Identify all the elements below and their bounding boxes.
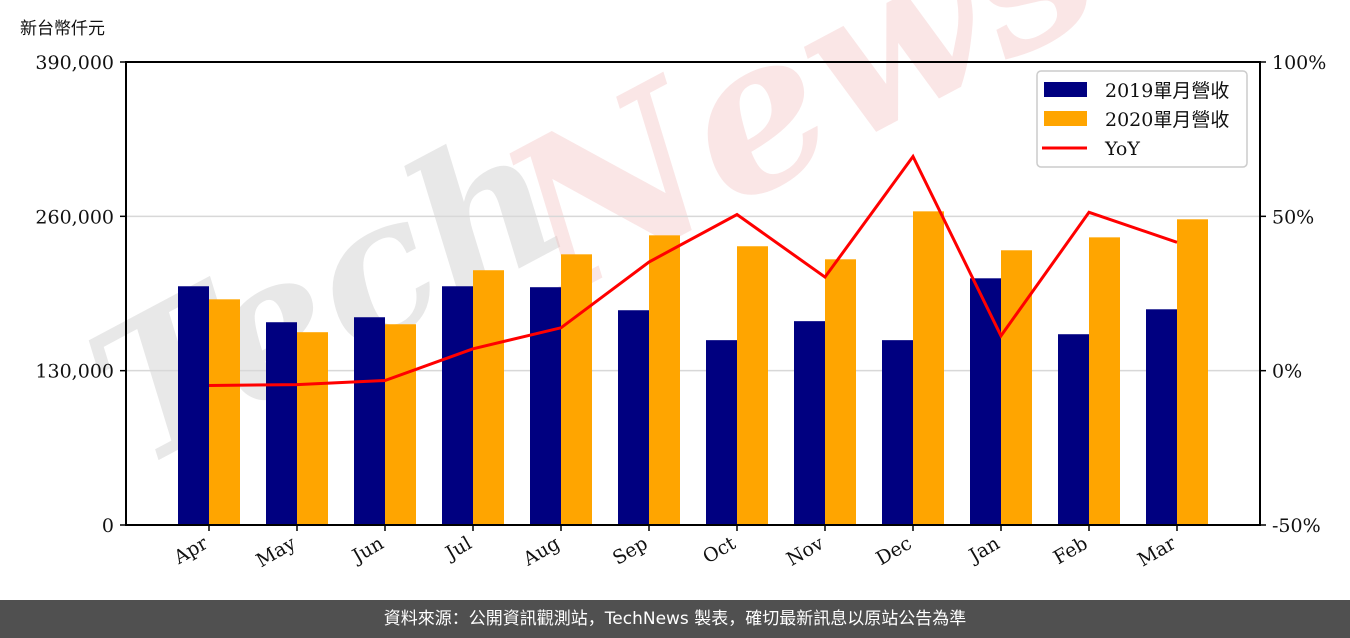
x-tick-label: Dec <box>872 532 915 570</box>
y2-tick-label: 0% <box>1272 361 1302 383</box>
y-tick-label: 260,000 <box>35 206 114 228</box>
y2-tick-label: 50% <box>1272 206 1314 228</box>
bar-2020 <box>473 270 504 525</box>
bar-2020 <box>561 254 592 526</box>
bar-2020 <box>1001 250 1032 525</box>
y2-tick-label: 100% <box>1272 52 1326 74</box>
yoy-polyline <box>208 153 1178 387</box>
y-tick-label: 130,000 <box>35 361 114 383</box>
bar-2019 <box>794 321 825 525</box>
y-tick-label: 0 <box>102 515 114 537</box>
x-tick-label: May <box>253 532 300 572</box>
x-tick-label: Feb <box>1050 532 1092 569</box>
legend-label: 2019單月營收 <box>1105 80 1229 102</box>
legend-swatch <box>1044 82 1087 97</box>
plot-frame <box>125 61 1261 526</box>
x-tick-label: Nov <box>783 532 828 571</box>
bar-2019 <box>354 317 385 525</box>
bar-2020 <box>297 332 328 525</box>
bar-2020 <box>1089 237 1120 525</box>
bar-2019 <box>266 322 297 525</box>
legend-box <box>1036 70 1248 168</box>
legend: 2019單月營收 2020單月營收 YoY <box>1036 70 1248 168</box>
bar-2019 <box>882 340 913 525</box>
revenue-chart: TechNews 0130,000260,000390,000-50%0%50%… <box>35 0 1326 572</box>
y-axis-unit-label: 新台幣仟元 <box>20 19 105 39</box>
y-tick-label: 390,000 <box>35 52 114 74</box>
x-tick-label: Aug <box>519 532 564 571</box>
bar-2020 <box>825 259 856 525</box>
x-tick-label: Jan <box>964 532 1004 568</box>
x-tick-label: Jun <box>347 532 388 568</box>
bar-2019 <box>530 287 561 525</box>
x-tick-label: Mar <box>1134 532 1180 571</box>
bar-2020 <box>913 211 944 526</box>
legend-label: 2020單月營收 <box>1105 109 1229 131</box>
bar-2020 <box>385 324 416 525</box>
x-tick-label: Oct <box>699 532 740 568</box>
bar-2020 <box>649 235 680 526</box>
legend-label: YoY <box>1104 138 1140 160</box>
footer-text: 資料來源：公開資訊觀測站，TechNews 製表，確切最新訊息以原站公告為準 <box>383 609 967 629</box>
x-tick-label: Sep <box>609 532 652 569</box>
bar-2019 <box>1058 334 1089 525</box>
bar-2020 <box>209 299 240 525</box>
bar-2019 <box>618 310 649 525</box>
x-tick-label: Apr <box>169 532 212 569</box>
source-footer: 資料來源：公開資訊觀測站，TechNews 製表，確切最新訊息以原站公告為準 <box>0 600 1350 638</box>
bar-2019 <box>1146 309 1177 525</box>
x-tick-label: Jul <box>440 532 475 565</box>
legend-swatch <box>1044 111 1087 126</box>
bar-2019 <box>442 286 473 525</box>
bar-2020 <box>737 246 768 526</box>
yoy-line <box>208 153 1178 387</box>
bar-2020 <box>1177 219 1208 526</box>
bar-2019 <box>970 278 1001 525</box>
bar-2019 <box>178 286 209 525</box>
bar-2019 <box>706 340 737 525</box>
bars <box>178 211 1208 526</box>
y2-tick-label: -50% <box>1272 515 1321 537</box>
